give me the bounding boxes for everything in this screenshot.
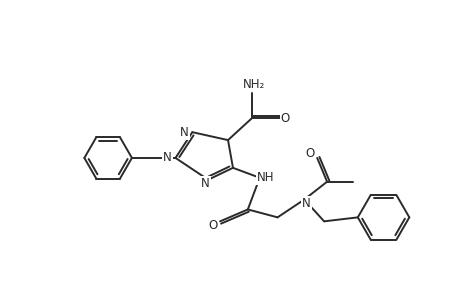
Text: O: O — [305, 148, 314, 160]
Text: N: N — [163, 152, 172, 164]
Text: N: N — [179, 126, 188, 139]
Text: N: N — [301, 197, 310, 210]
Text: NH₂: NH₂ — [242, 78, 264, 91]
Text: NH: NH — [257, 171, 274, 184]
Text: O: O — [280, 112, 290, 125]
Text: O: O — [208, 219, 217, 232]
Text: N: N — [201, 177, 209, 190]
